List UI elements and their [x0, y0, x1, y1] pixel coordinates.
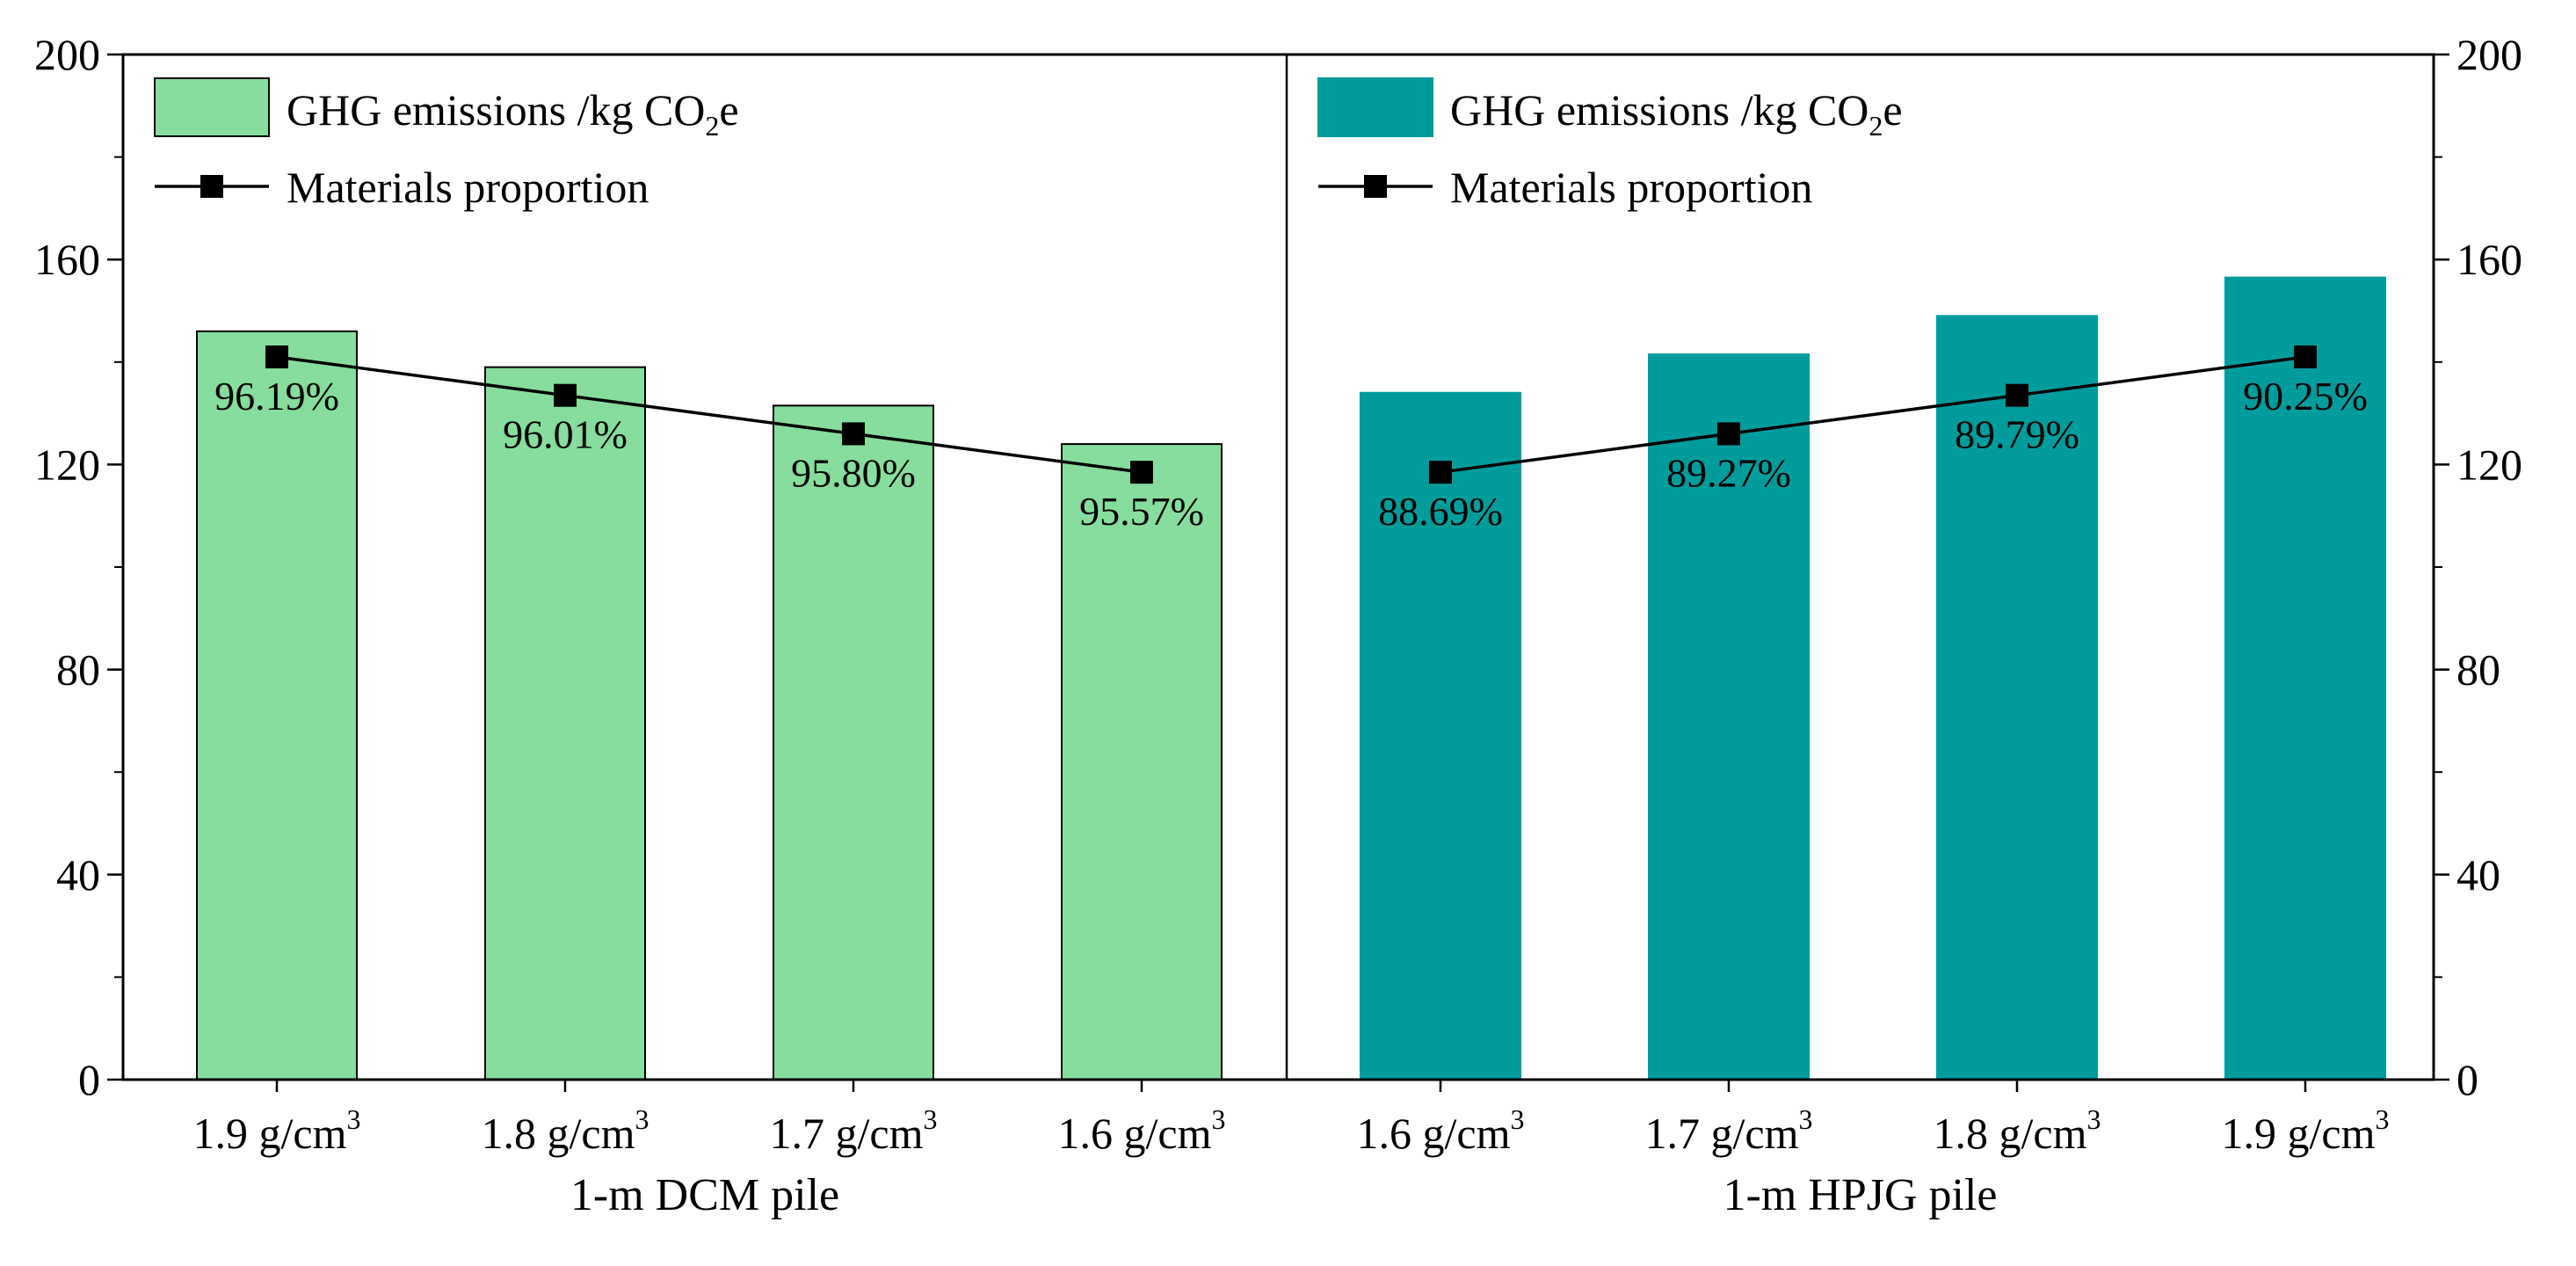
data-label-hpjg-3: 90.25% [2243, 374, 2368, 418]
legend-line-label-dcm: Materials proportion [287, 163, 649, 212]
data-label-dcm-2: 95.80% [791, 450, 916, 495]
data-label-dcm-3: 95.57% [1079, 489, 1204, 534]
legend-dcm: GHG emissions /kg CO2e Materials proporti… [154, 77, 739, 212]
legend-line-marker-hpjg [1364, 175, 1387, 198]
bar-dcm-3 [1061, 443, 1223, 1080]
x-tick-label-hpjg-2: 1.8 g/cm3 [1934, 1103, 2101, 1158]
legend-bar-label-hpjg: GHG emissions /kg CO2e [1450, 85, 1903, 142]
data-label-hpjg-0: 88.69% [1378, 489, 1503, 534]
legend-line-label-hpjg: Materials proportion [1450, 163, 1812, 212]
bar-dcm-2 [773, 404, 934, 1081]
y-tick-label-right-0: 0 [2456, 1055, 2478, 1104]
legend-bar-swatch-dcm [154, 77, 270, 137]
marker-dcm-1 [554, 383, 577, 407]
x-tick-label-hpjg-1: 1.7 g/cm3 [1645, 1103, 1813, 1158]
bar-hpjg-0 [1360, 391, 1521, 1080]
bar-hpjg-1 [1648, 353, 1810, 1080]
y-tick-label-right-5: 200 [2456, 30, 2522, 79]
marker-hpjg-3 [2294, 345, 2317, 368]
data-label-hpjg-1: 89.27% [1666, 450, 1791, 495]
y-tick-label-left-0: 0 [78, 1055, 100, 1104]
bar-hpjg-2 [1936, 315, 2098, 1080]
x-axis-label-hpjg: 1-m HPJG pile [1723, 1170, 1998, 1220]
legend-bar-swatch-hpjg [1317, 77, 1433, 137]
x-tick-label-hpjg-3: 1.9 g/cm3 [2222, 1103, 2390, 1158]
y-tick-label-left-2: 80 [56, 645, 100, 695]
legend-line-marker-dcm [200, 175, 223, 198]
y-tick-label-right-2: 80 [2456, 645, 2500, 695]
x-tick-label-dcm-1: 1.8 g/cm3 [482, 1103, 649, 1158]
marker-hpjg-0 [1429, 461, 1452, 484]
x-tick-label-dcm-3: 1.6 g/cm3 [1058, 1103, 1226, 1158]
bar-dcm-1 [484, 366, 646, 1080]
y-tick-label-right-3: 120 [2456, 440, 2522, 489]
panel-hpjg: 88.69% 89.27% 89.79% 90.25% 1.6 g/cm3 1.7 g/c… [1317, 77, 2390, 1220]
x-tick-label-dcm-0: 1.9 g/cm3 [193, 1103, 361, 1158]
marker-hpjg-2 [2006, 383, 2028, 407]
legend-bar-label-dcm: GHG emissions /kg CO2e [287, 85, 739, 142]
line-hpjg [1440, 355, 2306, 474]
y-tick-label-right-1: 40 [2456, 850, 2500, 899]
bar-hpjg-3 [2224, 276, 2386, 1081]
x-tick-label-dcm-2: 1.7 g/cm3 [770, 1103, 938, 1158]
line-dcm [276, 355, 1143, 474]
marker-dcm-2 [842, 422, 865, 446]
bar-dcm-0 [196, 330, 358, 1080]
x-axis-label-dcm: 1-m DCM pile [570, 1170, 839, 1220]
data-label-hpjg-2: 89.79% [1955, 412, 2079, 457]
y-tick-label-left-4: 160 [34, 235, 100, 284]
data-label-dcm-0: 96.19% [214, 374, 339, 418]
y-tick-label-left-1: 40 [56, 850, 100, 899]
y-tick-label-right-4: 160 [2456, 235, 2522, 284]
y-tick-label-left-5: 200 [34, 30, 100, 79]
legend-hpjg: GHG emissions /kg CO2e Materials proporti… [1317, 77, 1903, 212]
panel-dcm: 96.19% 96.01% 95.80% 95.57% 1.9 g/cm3 1.8 g/c… [154, 77, 1226, 1220]
marker-hpjg-1 [1717, 422, 1740, 446]
marker-dcm-3 [1130, 461, 1153, 484]
x-tick-label-hpjg-0: 1.6 g/cm3 [1357, 1103, 1525, 1158]
y-tick-label-left-3: 120 [34, 440, 100, 489]
data-label-dcm-1: 96.01% [503, 412, 628, 457]
marker-dcm-0 [265, 345, 288, 368]
